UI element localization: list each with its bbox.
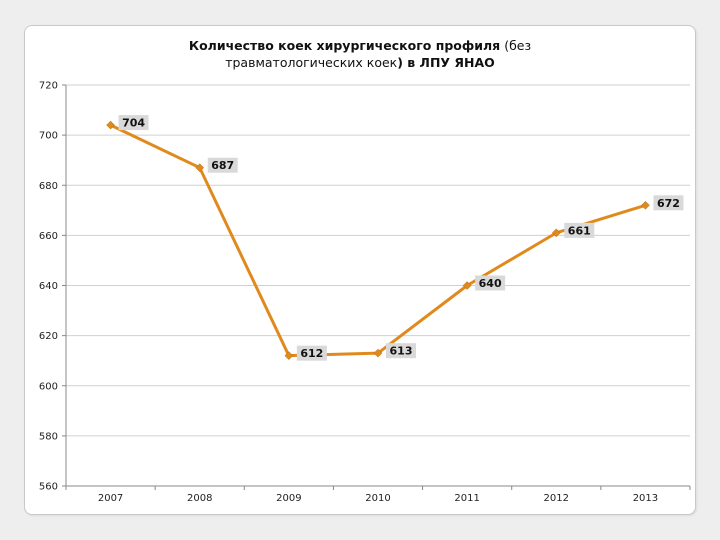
data-label: 640 [479,277,502,290]
chart-card: Количество коек хирургического профиля (… [24,25,696,515]
x-tick-label: 2007 [98,493,123,504]
chart-title: Количество коек хирургического профиля (… [25,37,695,71]
y-tick-label: 640 [39,281,58,292]
y-tick-label: 560 [39,482,58,493]
data-point [462,281,472,290]
data-point [195,163,205,173]
y-tick-label: 700 [39,131,58,142]
chart-title-normal-2: травматологических коек [225,55,398,70]
x-tick-label: 2012 [544,493,569,504]
data-label-background [207,157,238,173]
data-label-background [296,345,327,361]
x-tick-label: 2010 [365,493,390,504]
chart-title-bold-2: ) в ЛПУ ЯНАО [397,55,495,70]
data-point [284,351,294,361]
x-tick-label: 2013 [633,493,658,504]
y-tick-label: 580 [39,431,58,442]
y-tick-label: 660 [39,231,58,242]
chart-title-normal-1: (без [500,38,532,53]
y-tick-label: 620 [39,331,58,342]
x-tick-label: 2009 [276,493,301,504]
y-tick-label: 720 [39,81,58,92]
chart-title-bold-1: Количество коек хирургического профиля [188,38,501,53]
data-point [373,348,383,358]
x-tick-label: 2008 [187,493,212,504]
series-line [109,123,646,358]
y-tick-label: 600 [39,381,58,392]
data-point [641,200,650,210]
data-label: 687 [211,159,234,172]
data-point [106,120,115,130]
data-label-background [475,275,506,291]
data-label-background [386,343,416,359]
data-label: 661 [568,224,591,237]
data-label-background [653,195,684,211]
data-label: 704 [122,117,145,130]
data-label: 613 [390,345,413,358]
data-label: 672 [657,197,680,210]
data-label-background [564,222,595,238]
y-tick-label: 680 [39,181,58,192]
data-label-background [118,115,149,131]
data-label: 612 [300,347,323,360]
x-tick-label: 2011 [454,493,479,504]
data-point [551,228,561,238]
